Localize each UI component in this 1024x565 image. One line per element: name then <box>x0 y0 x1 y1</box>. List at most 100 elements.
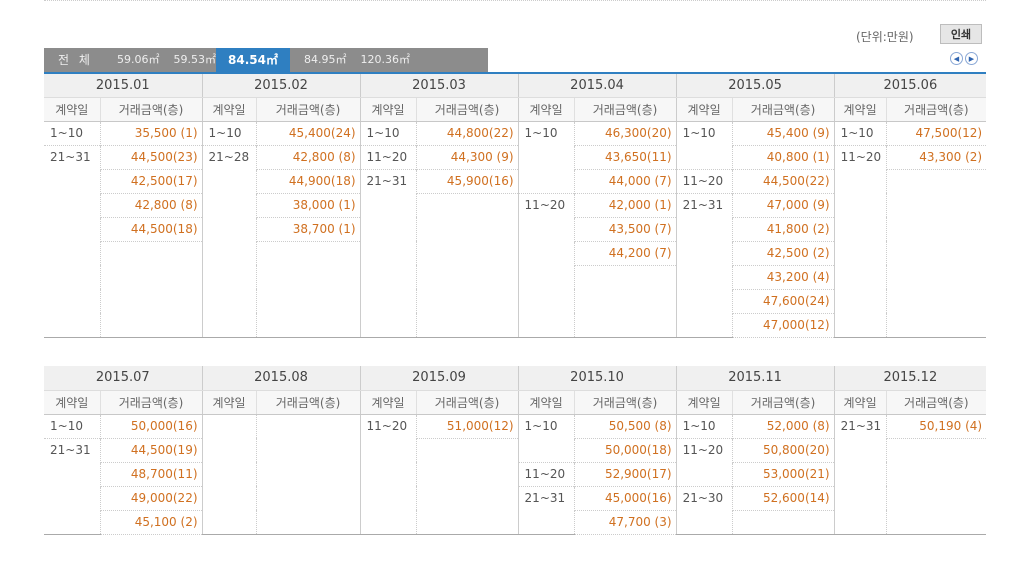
price-floor-header: 거래금액(층) <box>731 97 835 122</box>
contract-day <box>201 313 257 338</box>
transaction-price: 48,700(11) <box>99 462 203 487</box>
table-row: 1~10 35,500 (1) 1~10 45,400(24) 1~10 44,800(2… <box>44 121 987 146</box>
contract-day: 1~10 <box>50 126 83 140</box>
contract-day <box>675 462 733 486</box>
price-floor-header: 거래금액(층) <box>885 390 987 415</box>
transaction-price: 47,500(12) <box>885 121 987 146</box>
contract-day <box>359 510 417 535</box>
transaction-price <box>255 486 361 510</box>
contract-day <box>517 241 575 265</box>
month-header: 2015.11 <box>675 366 835 391</box>
transaction-price <box>885 217 987 241</box>
transaction-price <box>885 265 987 289</box>
transaction-price <box>255 438 361 462</box>
month-header: 2015.09 <box>359 366 519 391</box>
print-button[interactable]: 인쇄 <box>940 24 982 44</box>
month-header: 2015.10 <box>517 366 677 391</box>
table-row: 47,600(24) <box>44 289 987 314</box>
contract-day: 21~31 <box>359 168 417 193</box>
contract-day <box>359 313 417 338</box>
tab-area-1[interactable]: 59.06㎡ <box>117 53 160 66</box>
contract-day: 21~28 <box>201 144 257 169</box>
transaction-price: 46,300(20) <box>573 121 677 146</box>
transaction-price: 43,500 (7) <box>573 217 677 242</box>
contract-day: 1~10 <box>517 121 575 145</box>
transaction-price <box>415 241 519 265</box>
transaction-price: 44,500(19) <box>99 438 203 463</box>
contract-day-header: 계약일 <box>359 97 417 122</box>
contract-day <box>517 145 575 169</box>
transaction-price: 42,800 (8) <box>99 193 203 218</box>
price-floor-header: 거래금액(층) <box>99 390 203 415</box>
contract-day-header: 계약일 <box>833 390 887 415</box>
transaction-price <box>99 313 203 338</box>
transaction-price: 50,800(20) <box>731 438 835 463</box>
contract-day <box>359 486 417 510</box>
contract-day <box>517 289 575 313</box>
table-row: 43,200 (4) <box>44 265 987 290</box>
price-floor-header: 거래금액(층) <box>255 97 361 122</box>
contract-day: 1~10 <box>359 121 417 145</box>
transactions-grid: 2015.07 2015.08 2015.09 2015.10 2015.11 2015.… <box>44 366 987 535</box>
pager-arrows: ◀ ▶ <box>950 52 978 65</box>
contract-day: 11~20 <box>359 144 417 169</box>
transaction-price <box>885 289 987 313</box>
transaction-price <box>99 241 203 265</box>
transaction-price: 43,200 (4) <box>731 265 835 290</box>
prev-arrow-icon[interactable]: ◀ <box>950 52 963 65</box>
price-floor-header: 거래금액(층) <box>573 390 677 415</box>
tab-area-5[interactable]: 120.36㎡ <box>360 53 410 66</box>
transaction-price <box>415 289 519 313</box>
transaction-price <box>573 265 677 289</box>
transaction-price <box>255 510 361 535</box>
contract-day <box>675 145 733 169</box>
contract-day <box>201 510 257 535</box>
contract-day: 1~10 <box>833 121 887 145</box>
contract-day <box>44 510 100 535</box>
month-header: 2015.01 <box>44 72 203 98</box>
contract-day-header: 계약일 <box>359 390 417 415</box>
transaction-price: 43,300 (2) <box>885 145 987 170</box>
contract-day <box>201 217 257 241</box>
table-row: 47,000(12) <box>44 313 987 338</box>
contract-day <box>359 289 417 313</box>
transaction-price <box>255 289 361 313</box>
transaction-price: 47,700 (3) <box>573 510 677 535</box>
contract-day: 11~20 <box>675 168 733 193</box>
transaction-price: 40,800 (1) <box>731 145 835 170</box>
transaction-price: 47,000(12) <box>731 313 835 338</box>
top-divider <box>44 0 986 1</box>
tab-area-2[interactable]: 59.53㎡ <box>173 53 217 66</box>
contract-day: 21~31 <box>44 144 100 169</box>
contract-day <box>833 169 887 193</box>
area-tabs: 전 체 59.06㎡ 59.53㎡ 84.54㎡ 84.95㎡ 120.36㎡ <box>44 48 488 72</box>
transaction-price <box>885 438 987 462</box>
transaction-price: 53,000(21) <box>731 462 835 487</box>
contract-day <box>201 241 257 265</box>
transaction-price: 52,000 (8) <box>731 414 835 439</box>
transaction-price: 44,500(22) <box>731 169 835 194</box>
contract-day <box>517 510 575 535</box>
transaction-price <box>99 289 203 313</box>
transaction-price <box>885 169 987 193</box>
tab-area-3[interactable]: 84.54㎡ <box>216 48 290 72</box>
transaction-price <box>255 313 361 338</box>
contract-day <box>833 510 887 535</box>
contract-day: 21~30 <box>675 485 733 510</box>
transaction-price: 47,000 (9) <box>731 193 835 218</box>
contract-day <box>201 289 257 313</box>
contract-day <box>201 438 257 462</box>
contract-day-header: 계약일 <box>675 97 733 122</box>
transaction-price <box>255 414 361 438</box>
transaction-price <box>99 265 203 289</box>
contract-day <box>359 217 417 241</box>
transactions-table-h2: 2015.07 2015.08 2015.09 2015.10 2015.11 2015.… <box>44 366 987 535</box>
month-header: 2015.05 <box>675 72 835 98</box>
contract-day <box>833 486 887 510</box>
price-floor-header: 거래금액(층) <box>415 97 519 122</box>
transactions-grid: 2015.01 2015.02 2015.03 2015.04 2015.05 2015.… <box>44 72 987 338</box>
next-arrow-icon[interactable]: ▶ <box>965 52 978 65</box>
tab-area-4[interactable]: 84.95㎡ <box>303 53 347 66</box>
tab-area-0[interactable]: 전 체 <box>58 53 93 67</box>
transaction-price: 45,400(24) <box>255 121 361 146</box>
